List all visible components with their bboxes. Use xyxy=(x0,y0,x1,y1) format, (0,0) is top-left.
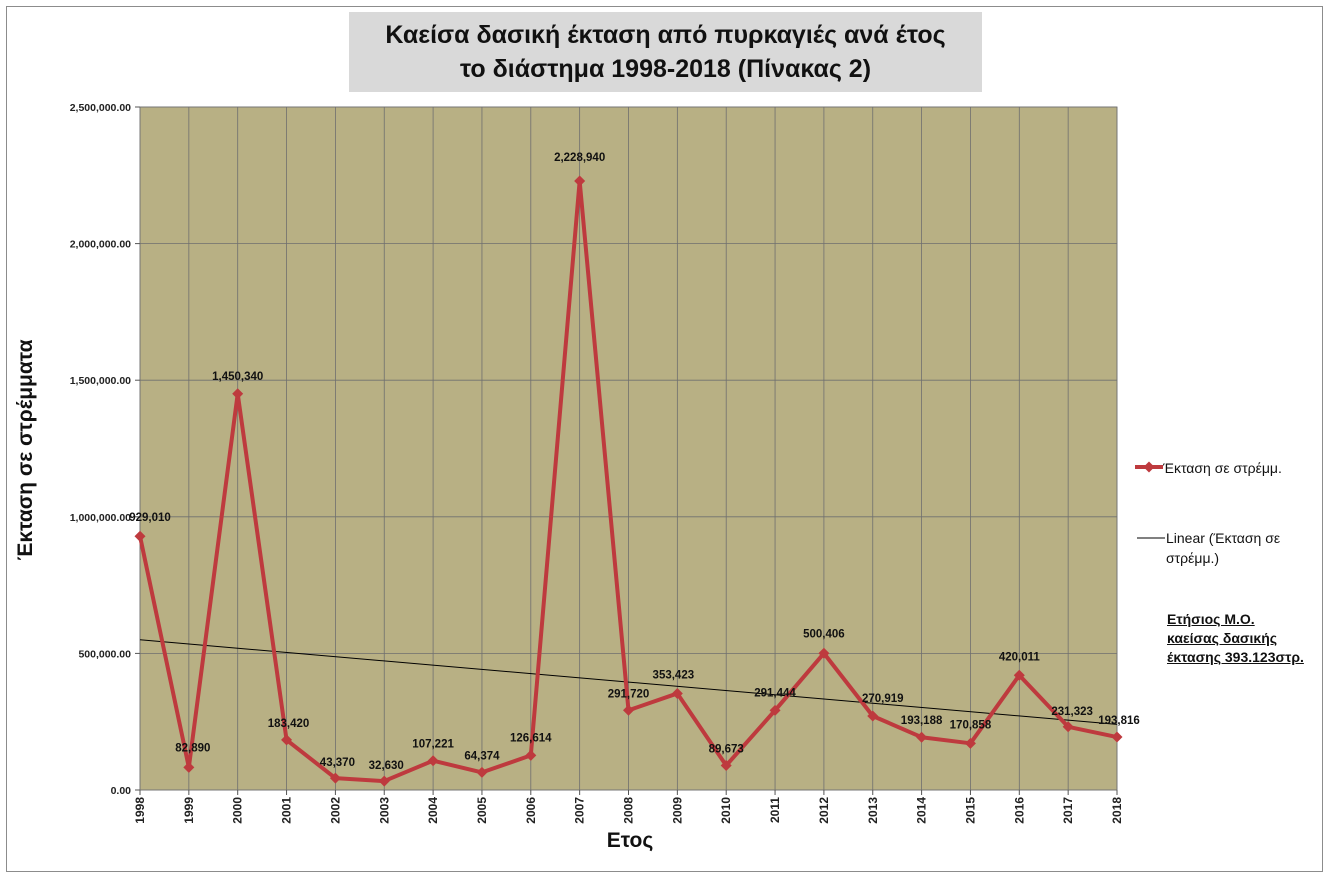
x-tick-label: 2010 xyxy=(719,797,733,824)
legend-trend-label: Linear (Έκταση σε στρέμμ.) xyxy=(1166,530,1281,566)
data-label: 43,370 xyxy=(320,757,355,769)
y-axis-label: Έκταση σε στρέμματα xyxy=(14,339,37,561)
x-axis-label: Ετος xyxy=(606,829,654,852)
data-label: 64,374 xyxy=(464,750,500,762)
chart-title-line2: το διάστημα 1998-2018 (Πίνακας 2) xyxy=(459,55,872,83)
data-label: 32,630 xyxy=(369,760,404,772)
data-point xyxy=(427,755,439,767)
data-label: 291,444 xyxy=(754,687,796,699)
y-tick-label: 2,000,000.00 xyxy=(70,239,131,251)
data-point xyxy=(329,772,341,784)
x-tick-label: 2017 xyxy=(1061,797,1075,824)
data-point xyxy=(720,760,732,772)
data-label: 126,614 xyxy=(510,732,552,744)
x-tick-label: 2006 xyxy=(524,797,538,824)
series-layer xyxy=(134,175,1123,787)
x-tick-label: 2007 xyxy=(573,797,587,824)
y-tick-label: 500,000.00 xyxy=(78,648,131,660)
y-axis-ticks: 0.00 500,000.00 1,000,000.00 1,500,000.00 2,… xyxy=(70,102,140,797)
data-label: 353,423 xyxy=(653,669,695,681)
data-label: 89,673 xyxy=(709,744,744,756)
data-point xyxy=(769,704,781,716)
x-tick-label: 2002 xyxy=(328,797,342,824)
data-point xyxy=(671,687,683,699)
x-tick-label: 2018 xyxy=(1110,797,1124,824)
x-tick-label: 2004 xyxy=(426,797,440,824)
y-tick-label: 1,000,000.00 xyxy=(70,512,131,524)
trendline xyxy=(139,639,1118,725)
gridlines xyxy=(139,106,1118,791)
data-label: 2,228,940 xyxy=(554,152,605,164)
x-tick-label: 2015 xyxy=(963,797,977,824)
data-point xyxy=(525,749,537,761)
data-point xyxy=(574,175,586,187)
data-label: 193,816 xyxy=(1098,715,1140,727)
legend-series-label: Έκταση σε στρέμμ. xyxy=(1163,460,1282,476)
y-tick-label: 1,500,000.00 xyxy=(70,375,131,387)
x-tick-label: 2012 xyxy=(817,797,831,824)
chart-title: Καείσα δασική έκταση από πυρκαγιές ανά έ… xyxy=(349,12,982,92)
x-tick-label: 2005 xyxy=(475,797,489,824)
data-label: 929,010 xyxy=(129,512,171,524)
data-point xyxy=(867,710,879,722)
data-point xyxy=(183,761,195,773)
x-tick-label: 2013 xyxy=(866,797,880,824)
data-label: 193,188 xyxy=(901,715,943,727)
data-labels: 929,010 82,890 1,450,340 183,420 43,370 32,63… xyxy=(129,152,1140,772)
data-point xyxy=(476,766,488,778)
x-tick-label: 2000 xyxy=(231,797,245,824)
legend-series-marker xyxy=(1143,461,1155,473)
data-point xyxy=(1013,669,1025,681)
x-tick-label: 1998 xyxy=(133,797,147,824)
chart-title-line1: Καείσα δασική έκταση από πυρκαγιές ανά έ… xyxy=(385,21,946,49)
x-tick-label: 2003 xyxy=(377,797,391,824)
data-label: 82,890 xyxy=(175,742,210,754)
data-label: 170,858 xyxy=(950,719,992,731)
data-label: 231,323 xyxy=(1051,706,1093,718)
annual-average-note: Ετήσιος Μ.Ο. καείσας δασικής έκτασης 393… xyxy=(1167,611,1304,665)
data-label: 1,450,340 xyxy=(212,371,263,383)
x-tick-label: 1999 xyxy=(182,797,196,824)
data-point xyxy=(1111,731,1123,743)
y-tick-label: 0.00 xyxy=(111,785,132,797)
y-tick-label: 2,500,000.00 xyxy=(70,102,131,114)
data-label: 183,420 xyxy=(268,718,310,730)
data-point xyxy=(818,647,830,659)
data-point xyxy=(623,704,634,716)
trendline-layer xyxy=(139,639,1118,725)
data-point xyxy=(378,775,390,787)
legend-markers xyxy=(1135,461,1165,539)
data-label: 420,011 xyxy=(999,651,1041,663)
x-tick-label: 2014 xyxy=(915,797,929,824)
x-axis-ticks: 1998 1999 2000 2001 2002 2003 2004 2005 2006 2007… xyxy=(133,790,1124,824)
data-label: 270,919 xyxy=(862,693,904,705)
data-label: 500,406 xyxy=(803,628,845,640)
data-point xyxy=(916,731,928,743)
x-tick-label: 2001 xyxy=(280,797,294,824)
data-label: 107,221 xyxy=(412,739,454,751)
x-tick-label: 2008 xyxy=(622,797,636,824)
x-tick-label: 2016 xyxy=(1012,797,1026,824)
x-tick-label: 2009 xyxy=(670,797,684,824)
data-point xyxy=(281,734,293,746)
data-label: 291,720 xyxy=(608,688,650,700)
data-point xyxy=(964,737,976,749)
data-point xyxy=(232,388,244,400)
data-point xyxy=(134,530,146,542)
x-tick-label: 2011 xyxy=(768,797,782,823)
data-point xyxy=(1062,721,1074,733)
